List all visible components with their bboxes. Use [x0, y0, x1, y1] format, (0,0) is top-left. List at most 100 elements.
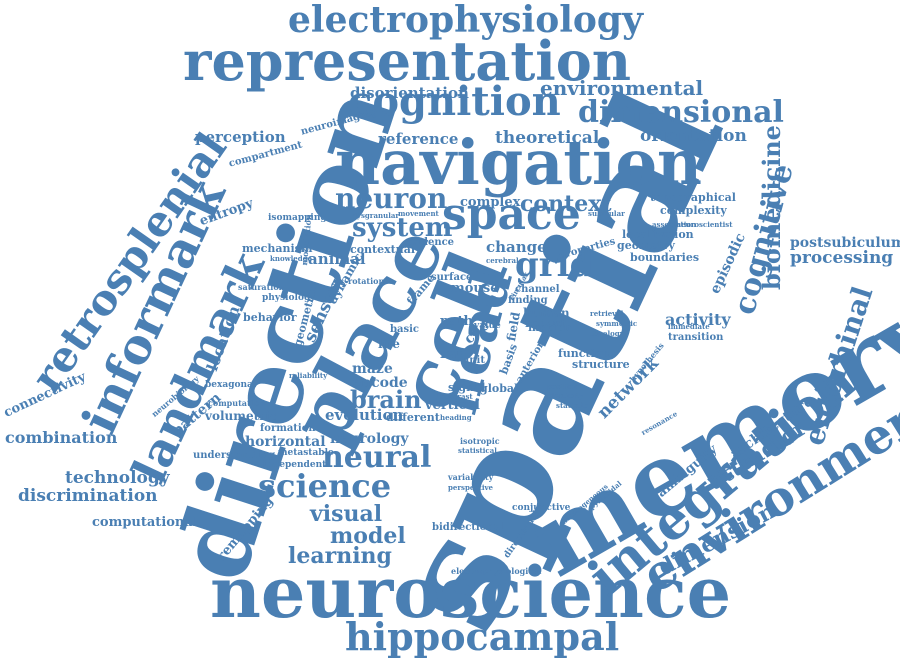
- word-function: function: [558, 347, 611, 360]
- word-basic: basic: [390, 324, 419, 335]
- word-representation: representation: [183, 29, 632, 93]
- word-understanding: understanding: [193, 450, 276, 461]
- word-environmental: environmental: [540, 76, 704, 100]
- word-plasticity: plasticity: [547, 391, 584, 400]
- word-technology: technology: [65, 468, 170, 488]
- word-physiology: physiology: [262, 293, 316, 303]
- word-path: path: [440, 314, 473, 329]
- word-orientation: orientation: [640, 126, 747, 146]
- word-cerebral: cerebral: [486, 256, 519, 265]
- word-hippocampal: hippocampal: [345, 614, 620, 659]
- word-finding: finding: [508, 295, 548, 306]
- word-channel: channel: [515, 284, 560, 295]
- word-association: association: [652, 220, 697, 229]
- word-complex: complex: [460, 195, 521, 210]
- word-reliability: reliability: [289, 371, 328, 380]
- word-human: human: [523, 306, 570, 320]
- word-evidence: evidence: [405, 237, 455, 248]
- word-space: space: [442, 189, 581, 240]
- word-vertical: vertical: [425, 398, 480, 413]
- word-global: global: [480, 382, 519, 395]
- word-volumetric: volumetric: [205, 409, 278, 423]
- word-subicular: subicular: [588, 209, 625, 218]
- word-neural: neural: [322, 440, 432, 475]
- word-heading: heading: [440, 413, 472, 422]
- word-isomapping: isomapping: [268, 213, 327, 223]
- word-movement: movement: [398, 209, 439, 218]
- word-position: position: [547, 382, 579, 391]
- word-visual: visual: [310, 501, 383, 527]
- word-independent: independent: [263, 460, 327, 470]
- word-maze: maze: [352, 361, 393, 377]
- word-conjunctive: conjunctive: [512, 503, 571, 513]
- word-electrophysiology: electrophysiology: [288, 0, 644, 41]
- word-knowledge: knowledge: [270, 254, 312, 263]
- word-different: different: [386, 411, 440, 424]
- word-dysgranular: dysgranular: [352, 211, 400, 220]
- word-animal: animal: [308, 250, 366, 268]
- word-perspective: perspective: [448, 483, 494, 492]
- word-signal: signal: [448, 381, 486, 394]
- word-model: model: [330, 523, 406, 549]
- word-behavior: behavior: [243, 311, 297, 324]
- word-postsubiculum: postsubiculum: [790, 235, 900, 251]
- word-change: change: [486, 238, 547, 256]
- word-mouse: mouse: [451, 281, 499, 296]
- word-neuroscience: neuroscience: [210, 551, 732, 634]
- word-electrophysiological: electrophysiological: [451, 566, 542, 576]
- word-neuroscientist: neuroscientist: [676, 220, 733, 229]
- word-activity: activity: [665, 310, 731, 329]
- word-discrimination: discrimination: [18, 486, 158, 506]
- word-rotation: rotation: [348, 276, 385, 286]
- word-variability: variability: [448, 472, 494, 482]
- word-life: life: [378, 337, 400, 351]
- word-grid: grid: [515, 245, 594, 285]
- word-transition: transition: [668, 332, 724, 343]
- word-evolution: evolution: [325, 406, 404, 424]
- word-science: science: [258, 467, 392, 505]
- word-unit: unit: [462, 355, 485, 366]
- word-bexagonal: bexagonal: [205, 380, 257, 390]
- word-biomedicine: biomedicine: [757, 125, 786, 290]
- word-perception: perception: [195, 128, 286, 146]
- word-complexity: complexity: [660, 204, 727, 217]
- word-rodent: rodent: [525, 317, 566, 330]
- word-immediate: immediate: [668, 322, 710, 331]
- word-theoretical: theoretical: [495, 128, 600, 148]
- word-formation: formation: [260, 423, 316, 434]
- word-brain: brain: [350, 385, 422, 414]
- word-context: context: [520, 191, 612, 217]
- word-neuron: neuron: [335, 182, 448, 215]
- word-dimensional: dimensional: [578, 95, 784, 130]
- word-horizontal: horizontal: [245, 434, 326, 450]
- word-contrast: contrast: [440, 392, 473, 401]
- word-disorientation: disorientation: [350, 84, 469, 102]
- word-topology: topology: [590, 329, 624, 338]
- word-geometry: geometry: [617, 239, 675, 252]
- word-system: system: [352, 213, 453, 243]
- word-saturation: saturation: [238, 282, 285, 292]
- word-statistic: statistic: [556, 401, 588, 410]
- word-symmetric: symmetric: [596, 319, 638, 328]
- word-boundaries: boundaries: [630, 251, 700, 264]
- word-localization: localization: [622, 228, 694, 241]
- word-isotropic: isotropic: [460, 436, 500, 446]
- word-navigation: navigation: [335, 126, 702, 199]
- word-motion: motion: [528, 321, 572, 334]
- word-reference: reference: [378, 130, 459, 148]
- word-combination: combination: [5, 428, 118, 447]
- word-computational: computational: [92, 515, 198, 530]
- word-rat: rat: [440, 346, 463, 362]
- word-topographical: topographical: [650, 191, 736, 204]
- word-processing: processing: [790, 248, 894, 268]
- word-cognition: cognition: [348, 78, 561, 125]
- word-metastable: metastable: [278, 448, 334, 458]
- word-retrieval: retrieval: [590, 309, 624, 318]
- word-mechanism: mechanism: [242, 242, 313, 255]
- word-surface: surface: [431, 272, 473, 283]
- word-encode: encode: [352, 375, 408, 391]
- word-learning: learning: [288, 543, 392, 569]
- word-contextual: contextual: [350, 243, 416, 256]
- word-computation: computation: [208, 398, 265, 408]
